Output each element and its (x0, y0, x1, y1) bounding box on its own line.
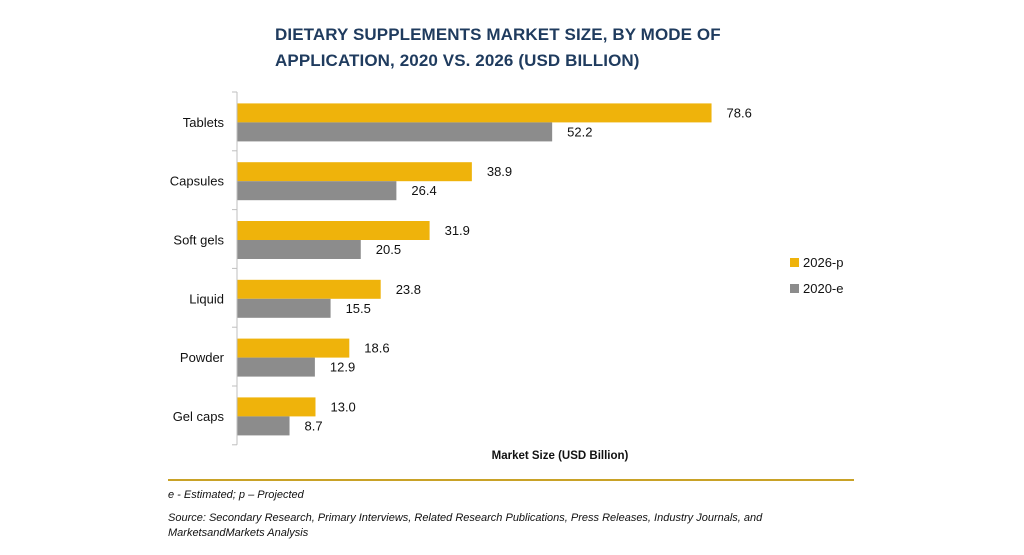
value-label-2026-p-tablets: 78.6 (727, 105, 752, 120)
legend-swatch-2020-e (790, 284, 799, 293)
ticks-layer (232, 91, 237, 446)
category-label-capsules: Capsules (170, 174, 225, 189)
category-label-tablets: Tablets (183, 115, 225, 130)
footnote: e - Estimated; p – Projected (168, 489, 304, 501)
bar-2026-p-soft-gels (237, 221, 430, 240)
bar-2026-p-capsules (237, 162, 472, 182)
value-label-2026-p-powder: 18.6 (364, 341, 389, 356)
bar-2020-e-powder (237, 357, 315, 377)
x-axis-title: Market Size (USD Billion) (492, 450, 629, 462)
category-label-powder: Powder (180, 350, 225, 365)
bars-layer (237, 103, 712, 436)
legend-label-2020-e: 2020-e (803, 281, 843, 296)
value-label-2020-e-liquid: 15.5 (346, 301, 371, 316)
value-label-2020-e-powder: 12.9 (330, 360, 355, 375)
footer-divider (168, 479, 854, 481)
category-label-gel-caps: Gel caps (173, 409, 225, 424)
bar-2020-e-capsules (237, 181, 397, 201)
bar-2020-e-soft-gels (237, 240, 361, 259)
bar-2026-p-tablets (237, 103, 712, 123)
bar-2020-e-liquid (237, 298, 331, 318)
bar-2020-e-tablets (237, 122, 553, 142)
bar-2020-e-gel-caps (237, 416, 290, 436)
bar-2026-p-liquid (237, 279, 381, 299)
source-note: Source: Secondary Research, Primary Inte… (168, 512, 763, 539)
legend-label-2026-p: 2026-p (803, 255, 843, 270)
labels-layer: Tablets 78.6 52.2 Capsules 38.9 26.4 Soft gels… (170, 105, 752, 433)
bar-2026-p-gel-caps (237, 397, 316, 417)
value-label-2020-e-capsules: 26.4 (411, 183, 436, 198)
value-label-2020-e-tablets: 52.2 (567, 124, 592, 139)
value-label-2020-e-gel-caps: 8.7 (305, 418, 323, 433)
value-label-2026-p-liquid: 23.8 (396, 282, 421, 297)
value-label-2026-p-soft-gels: 31.9 (445, 223, 470, 238)
legend: 2026-p 2020-e (790, 255, 843, 296)
chart-title: DIETARY SUPPLEMENTS MARKET SIZE, BY MODE… (275, 25, 721, 70)
bar-2026-p-powder (237, 338, 350, 358)
value-label-2020-e-soft-gels: 20.5 (376, 242, 401, 257)
value-label-2026-p-capsules: 38.9 (487, 164, 512, 179)
value-label-2026-p-gel-caps: 13.0 (330, 399, 355, 414)
category-label-soft-gels: Soft gels (173, 233, 224, 248)
category-label-liquid: Liquid (189, 291, 224, 306)
legend-swatch-2026-p (790, 258, 799, 267)
